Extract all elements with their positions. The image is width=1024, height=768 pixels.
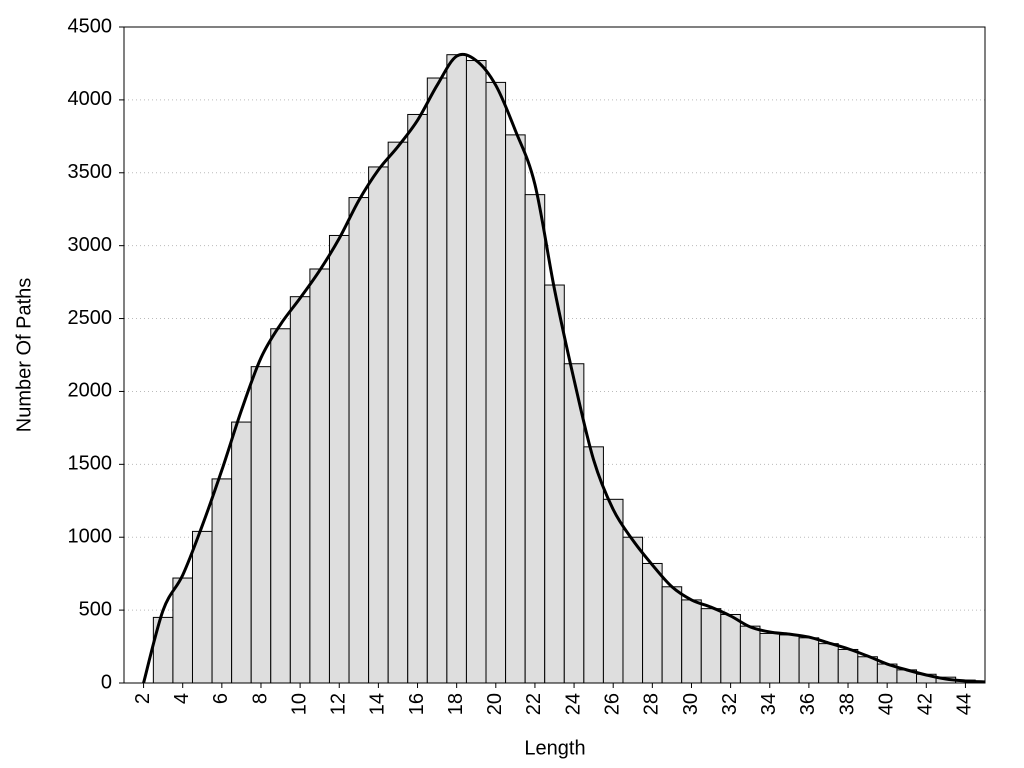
- y-tick-label: 1500: [68, 453, 113, 475]
- y-tick-label: 4000: [68, 88, 113, 110]
- bar: [524, 194, 546, 684]
- plot-frame: [123, 26, 986, 684]
- x-tick-label: 24: [562, 693, 584, 715]
- x-tick-label: 12: [328, 693, 350, 715]
- bar: [505, 134, 526, 684]
- x-tick-label: 28: [641, 693, 663, 715]
- bar: [407, 113, 428, 684]
- x-axis-title: Length: [524, 737, 585, 759]
- bar: [837, 648, 859, 684]
- x-tick-label: 14: [367, 693, 389, 715]
- bar: [642, 562, 663, 684]
- density-line: [142, 52, 986, 684]
- bar: [700, 608, 722, 684]
- bar: [544, 284, 565, 684]
- y-tick-label: 3000: [68, 234, 113, 256]
- x-tick-label: 10: [288, 693, 310, 715]
- bar: [857, 656, 878, 684]
- x-tick-label: 18: [445, 693, 467, 715]
- bar: [446, 54, 467, 684]
- y-tick-label: 0: [101, 671, 112, 693]
- bar: [368, 166, 389, 684]
- x-tick-label: 30: [680, 693, 702, 715]
- x-tick-label: 4: [171, 693, 193, 704]
- bar: [250, 366, 272, 684]
- y-axis-title: Number Of Paths: [13, 278, 35, 433]
- bar: [681, 599, 702, 684]
- bar: [622, 536, 644, 684]
- y-tick-label: 2000: [68, 380, 113, 402]
- x-tick-label: 42: [915, 693, 937, 715]
- bar: [426, 77, 448, 684]
- bar: [289, 296, 311, 684]
- x-tick-label: 26: [601, 693, 623, 715]
- x-tick-label: 16: [406, 693, 428, 715]
- y-tick-label: 4500: [68, 15, 113, 37]
- bar: [328, 234, 350, 684]
- bar: [211, 478, 233, 684]
- x-tick-label: 20: [484, 693, 506, 715]
- bar: [231, 421, 252, 684]
- x-tick-label: 8: [249, 693, 271, 704]
- y-tick-label: 500: [79, 598, 112, 620]
- bar: [172, 577, 193, 684]
- x-tick-label: 40: [875, 693, 897, 715]
- y-tick-label: 1000: [68, 526, 113, 548]
- x-tick-label: 34: [758, 693, 780, 715]
- x-tick-label: 38: [836, 693, 858, 715]
- y-tick-label: 2500: [68, 307, 113, 329]
- bar: [720, 613, 741, 684]
- bar: [270, 328, 291, 684]
- bar: [387, 141, 409, 684]
- x-tick-label: 2: [132, 693, 154, 704]
- bar: [309, 268, 330, 684]
- x-tick-label: 6: [210, 693, 232, 704]
- bar: [152, 616, 174, 684]
- bar: [818, 643, 839, 684]
- bar: [348, 197, 370, 684]
- bar: [739, 625, 761, 684]
- bar: [602, 498, 624, 684]
- x-tick-label: 32: [719, 693, 741, 715]
- bar: [779, 634, 800, 684]
- bar: [465, 60, 487, 684]
- y-tick-label: 3500: [68, 161, 113, 183]
- x-tick-label: 22: [523, 693, 545, 715]
- bar: [661, 586, 683, 684]
- bar: [759, 632, 781, 684]
- x-tick-label: 36: [797, 693, 819, 715]
- bar: [191, 530, 213, 684]
- bar: [485, 81, 507, 684]
- bar: [798, 637, 820, 684]
- x-tick-label: 44: [954, 693, 976, 715]
